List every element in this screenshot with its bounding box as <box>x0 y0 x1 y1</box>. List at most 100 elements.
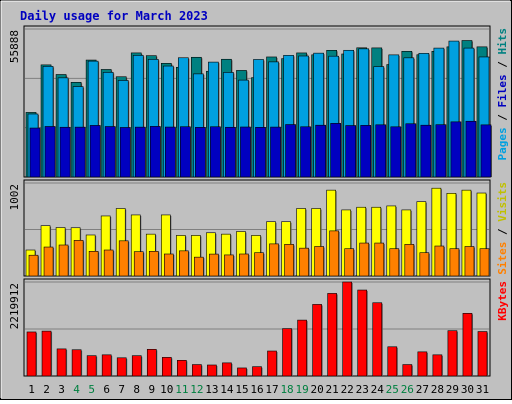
bar-sites-day-7 <box>118 240 129 277</box>
bar-kbytes-day-29 <box>447 330 458 377</box>
bar-kbytes-day-3 <box>56 348 67 377</box>
bar-sites-day-4 <box>73 240 84 277</box>
bar-sites-day-9 <box>148 251 159 277</box>
bar-kbytes-day-30 <box>462 313 473 377</box>
x-tick-label-day-7: 7 <box>118 383 125 396</box>
x-tick-label-day-9: 9 <box>148 383 155 396</box>
bar-sites-day-17 <box>269 243 279 277</box>
bar-kbytes-day-13 <box>207 364 217 377</box>
bar-pages-day-15 <box>240 126 251 178</box>
panel-pages-files-hits: 55888 Pages / Files / Hits <box>8 25 509 178</box>
bar-sites-day-27 <box>419 252 430 277</box>
y-max-label: 55888 <box>8 30 21 63</box>
bar-sites-day-14 <box>224 254 234 277</box>
bar-sites-day-2 <box>43 246 54 277</box>
x-tick-label-day-25: 25 <box>386 383 399 396</box>
bar-kbytes-day-2 <box>41 330 52 377</box>
bar-sites-day-8 <box>133 251 144 277</box>
bar-sites-day-13 <box>209 253 219 277</box>
bar-sites-day-1 <box>28 254 39 277</box>
x-tick-label-day-17: 17 <box>265 383 278 396</box>
bar-sites-day-3 <box>58 244 69 277</box>
bar-sites-day-11 <box>179 250 189 277</box>
bar-pages-day-25 <box>390 126 402 178</box>
x-tick-label-day-19: 19 <box>295 383 308 396</box>
bar-kbytes-day-15 <box>237 367 247 377</box>
bar-pages-day-2 <box>44 126 56 178</box>
panel-kbytes: 2219912 KBytes <box>8 278 509 377</box>
x-tick-label-day-12: 12 <box>190 383 203 396</box>
bar-sites-day-5 <box>88 251 99 277</box>
x-tick-label-day-22: 22 <box>341 383 354 396</box>
x-tick-label-day-15: 15 <box>235 383 248 396</box>
x-tick-label-day-1: 1 <box>28 383 35 396</box>
x-tick-label-day-6: 6 <box>103 383 110 396</box>
bar-sites-day-16 <box>254 252 264 277</box>
bar-kbytes-day-19 <box>297 319 307 377</box>
x-tick-label-day-18: 18 <box>280 383 293 396</box>
bar-kbytes-day-26 <box>402 364 413 377</box>
bar-kbytes-day-25 <box>387 346 398 377</box>
bar-kbytes-day-10 <box>161 357 172 377</box>
x-tick-label-day-21: 21 <box>326 383 339 396</box>
bar-pages-day-30 <box>465 120 477 178</box>
panel-box <box>23 278 491 377</box>
bar-pages-day-13 <box>210 126 221 178</box>
bar-sites-day-25 <box>389 248 400 277</box>
series-legend: Sites / Visits <box>496 182 509 275</box>
x-tick-label-day-30: 30 <box>461 383 474 396</box>
chart-title: Daily usage for March 2023 <box>20 9 208 23</box>
x-tick-label-day-31: 31 <box>476 383 489 396</box>
legend-part: Visits <box>496 182 509 222</box>
bar-kbytes-day-8 <box>131 355 142 377</box>
y-max-label: 2219912 <box>8 283 21 329</box>
bar-pages-day-12 <box>195 127 206 178</box>
panel-sites-visits: 1002 Sites / Visits <box>8 179 509 277</box>
bar-sites-day-15 <box>239 253 249 277</box>
bar-sites-day-18 <box>284 244 294 277</box>
bar-pages-day-10 <box>164 126 176 178</box>
bar-pages-day-14 <box>225 126 236 178</box>
bar-pages-day-26 <box>405 123 417 178</box>
legend-part: / <box>496 55 509 75</box>
bar-kbytes-day-17 <box>267 350 277 377</box>
bar-kbytes-day-4 <box>71 349 82 377</box>
bar-pages-day-5 <box>89 125 101 178</box>
x-tick-label-day-29: 29 <box>446 383 459 396</box>
bar-pages-day-18 <box>285 124 296 178</box>
bar-pages-day-20 <box>315 124 326 178</box>
bar-kbytes-day-6 <box>101 354 112 377</box>
bar-pages-day-4 <box>74 126 86 178</box>
bar-kbytes-day-28 <box>432 354 443 377</box>
y-max-label: 1002 <box>8 184 21 211</box>
bar-sites-day-20 <box>314 246 324 277</box>
bar-pages-day-6 <box>104 126 116 178</box>
x-tick-label-day-27: 27 <box>416 383 429 396</box>
bar-kbytes-day-16 <box>252 366 262 377</box>
x-tick-label-day-28: 28 <box>431 383 444 396</box>
legend-part: Pages <box>496 127 509 160</box>
x-tick-label-day-26: 26 <box>401 383 414 396</box>
legend-part: KBytes <box>496 281 509 321</box>
bar-sites-day-29 <box>449 248 460 277</box>
bar-kbytes-day-7 <box>116 357 127 377</box>
x-tick-label-day-5: 5 <box>88 383 95 396</box>
bar-sites-day-23 <box>359 242 370 277</box>
bar-pages-day-21 <box>330 123 341 178</box>
bar-kbytes-day-27 <box>417 351 428 377</box>
bar-kbytes-day-20 <box>312 304 322 377</box>
bar-pages-day-29 <box>450 121 462 178</box>
bar-sites-day-28 <box>434 245 445 277</box>
bar-sites-day-26 <box>404 244 415 277</box>
x-tick-label-day-3: 3 <box>58 383 65 396</box>
x-tick-label-day-24: 24 <box>371 383 385 396</box>
bar-pages-day-27 <box>420 124 432 178</box>
bar-kbytes-day-11 <box>177 360 187 377</box>
bar-pages-day-16 <box>255 127 266 178</box>
bar-sites-day-30 <box>464 246 475 277</box>
bar-kbytes-day-21 <box>327 293 337 377</box>
bar-kbytes-day-24 <box>372 302 383 377</box>
x-tick-label-day-14: 14 <box>220 383 234 396</box>
